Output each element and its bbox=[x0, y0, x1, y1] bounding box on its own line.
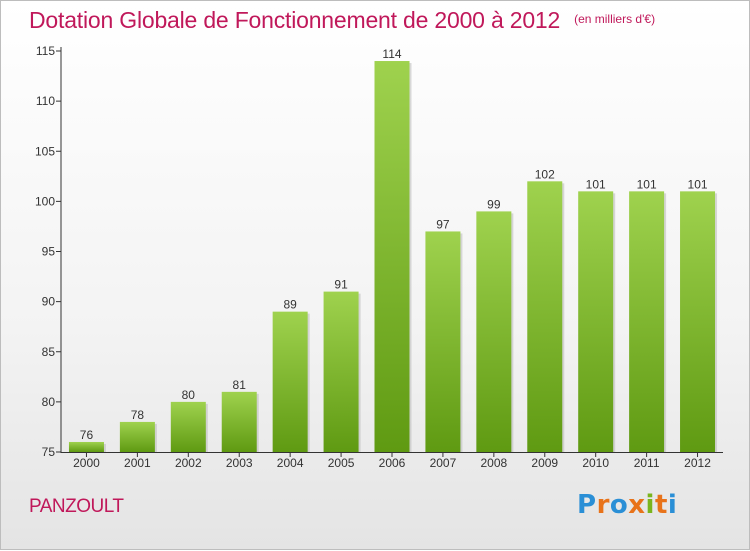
logo-letter: t bbox=[654, 490, 668, 520]
bar bbox=[68, 441, 104, 452]
x-tick-label: 2001 bbox=[124, 456, 151, 470]
y-tick-label: 90 bbox=[42, 295, 56, 309]
logo-letter: x bbox=[628, 490, 646, 520]
logo-letter: P bbox=[577, 490, 597, 520]
chart-title-text: Dotation Globale de Fonctionnement de 20… bbox=[29, 7, 561, 33]
x-tick-label: 2011 bbox=[634, 456, 660, 470]
data-label: 80 bbox=[182, 388, 196, 402]
data-label: 101 bbox=[586, 177, 606, 191]
y-tick-label: 100 bbox=[35, 194, 55, 208]
data-label: 81 bbox=[233, 378, 247, 392]
x-tick-label: 2003 bbox=[226, 456, 253, 470]
bar bbox=[374, 61, 410, 453]
data-label: 101 bbox=[637, 177, 657, 191]
bar bbox=[170, 401, 206, 452]
x-tick-label: 2004 bbox=[277, 456, 304, 470]
commune-name: PANZOULT bbox=[29, 496, 124, 517]
proxiti-logo: Proxiti bbox=[577, 490, 677, 520]
x-tick-label: 2008 bbox=[480, 456, 507, 470]
data-label: 89 bbox=[283, 298, 297, 312]
y-tick-label: 95 bbox=[42, 245, 56, 259]
bar bbox=[629, 191, 665, 452]
data-label: 114 bbox=[382, 47, 401, 61]
bar bbox=[119, 421, 155, 452]
logo-letter: i bbox=[645, 490, 655, 520]
bar bbox=[476, 211, 512, 452]
x-tick-label: 2010 bbox=[582, 456, 609, 470]
x-tick-label: 2012 bbox=[684, 456, 711, 470]
bar bbox=[425, 231, 461, 452]
data-label: 101 bbox=[688, 177, 708, 191]
logo-letter: o bbox=[609, 490, 629, 520]
data-label: 76 bbox=[80, 428, 94, 442]
x-tick-label: 2006 bbox=[379, 456, 406, 470]
x-tick-label: 2007 bbox=[430, 456, 457, 470]
bar bbox=[221, 391, 257, 452]
logo-letter: r bbox=[596, 490, 610, 520]
bar bbox=[272, 311, 308, 452]
bar bbox=[680, 191, 716, 452]
data-label: 102 bbox=[535, 167, 555, 181]
y-tick-label: 80 bbox=[42, 395, 56, 409]
y-tick-label: 115 bbox=[36, 44, 55, 58]
x-tick-label: 2005 bbox=[328, 456, 355, 470]
bar bbox=[527, 181, 563, 452]
chart-title: Dotation Globale de Fonctionnement de 20… bbox=[29, 7, 655, 34]
x-tick-label: 2002 bbox=[175, 456, 202, 470]
y-tick-label: 110 bbox=[36, 94, 55, 108]
bar bbox=[323, 291, 359, 452]
y-tick-label: 75 bbox=[42, 445, 56, 459]
logo-letter: i bbox=[667, 490, 678, 520]
chart-unit-note: (en milliers d'€) bbox=[574, 12, 656, 26]
y-tick-label: 105 bbox=[35, 144, 55, 158]
x-tick-label: 2000 bbox=[73, 456, 100, 470]
bar bbox=[578, 191, 614, 452]
x-tick-label: 2009 bbox=[531, 456, 558, 470]
data-label: 91 bbox=[334, 278, 348, 292]
data-label: 99 bbox=[487, 197, 501, 211]
data-label: 97 bbox=[436, 217, 450, 231]
data-label: 78 bbox=[131, 408, 145, 422]
y-tick-label: 85 bbox=[42, 345, 56, 359]
